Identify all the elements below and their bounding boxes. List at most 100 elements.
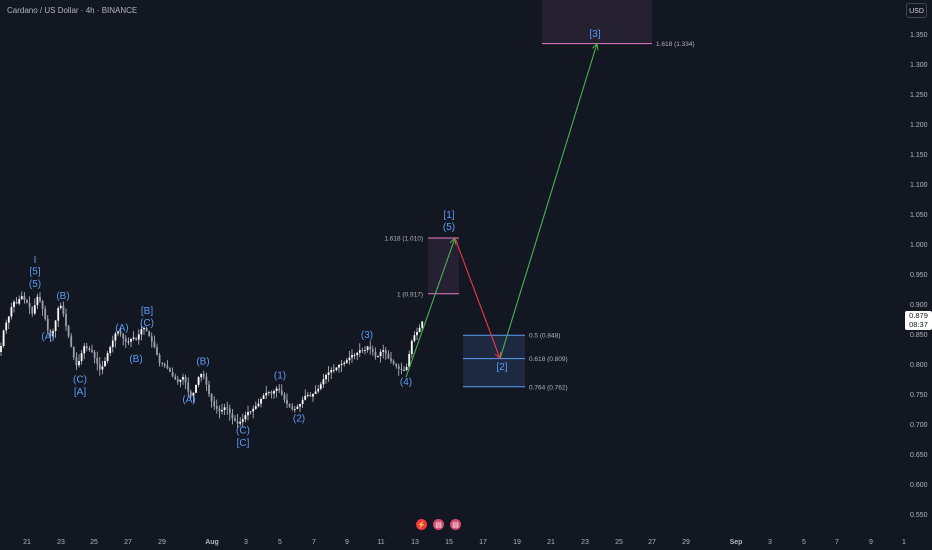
candle-body: [267, 391, 270, 393]
x-tick-label: 29: [158, 539, 166, 546]
candle-body: [156, 347, 158, 355]
candle-body: [0, 346, 2, 352]
calendar-icon[interactable]: ▤: [450, 519, 461, 530]
x-tick-label: 7: [312, 539, 316, 546]
x-tick-label: 3: [244, 539, 248, 546]
candle-body: [78, 361, 80, 366]
candle-body: [382, 350, 385, 352]
candle-body: [189, 391, 192, 397]
candle-body: [124, 338, 127, 342]
y-tick-label: 1.050: [910, 212, 928, 219]
y-tick-label: 1.150: [910, 152, 928, 159]
candle-body: [330, 370, 333, 373]
projection-arrow: [405, 238, 455, 378]
candle-body: [130, 339, 132, 342]
x-tick-label: 5: [278, 539, 282, 546]
candle-body: [208, 384, 210, 394]
x-tick-label: 5: [802, 539, 806, 546]
candle-body: [49, 330, 52, 337]
candle-body: [397, 366, 400, 369]
wave-label: (A): [41, 331, 54, 342]
x-tick-label: 27: [648, 539, 656, 546]
candle-body: [408, 354, 411, 367]
candle-body: [416, 332, 418, 336]
candle-body: [213, 401, 216, 407]
candle-body: [374, 351, 377, 357]
candle-body: [98, 363, 101, 370]
candle-body: [239, 421, 242, 424]
fib-levels: 1.618 (1.010) 1 (0.917) 0.5 (0.848) 0.618 (…: [384, 41, 694, 391]
chart-title: Cardano / US Dollar · 4h · BINANCE: [7, 6, 138, 15]
price-axis[interactable]: 0.550 0.600 0.650 0.700 0.750 0.800 0.850 0.900…: [910, 32, 928, 519]
candle-body: [325, 375, 327, 380]
candle-body: [288, 404, 291, 407]
candle-body: [2, 330, 5, 346]
lightning-icon[interactable]: ⚡: [416, 519, 427, 530]
candle-body: [161, 362, 164, 364]
candle-body: [111, 340, 114, 348]
candle-body: [262, 395, 265, 399]
candle-body: [75, 357, 78, 366]
y-tick-label: 0.550: [910, 512, 928, 519]
wave-label: I: [34, 255, 37, 266]
x-tick-label: 13: [411, 539, 419, 546]
candle-body: [345, 360, 348, 363]
candle-body: [244, 415, 247, 420]
currency-button[interactable]: USD: [906, 3, 927, 18]
time-axis[interactable]: 21 23 25 27 29 Aug 3 5 7 9 11 13 15 17 19 21 23 25 27 29 Sep…: [23, 539, 906, 546]
wave-label: [1]: [443, 210, 454, 221]
y-tick-label: 0.700: [910, 422, 928, 429]
candle-body: [119, 331, 122, 334]
candle-body: [202, 373, 205, 377]
candle-body: [392, 361, 395, 364]
candle-body: [33, 305, 36, 314]
candle-body: [301, 399, 304, 404]
candle-body: [182, 377, 184, 380]
candle-body: [101, 366, 104, 370]
candle-body: [72, 346, 75, 358]
x-tick-label: 9: [869, 539, 873, 546]
candle-body: [109, 347, 112, 354]
wave-label: (A): [115, 323, 128, 334]
candle-body: [361, 350, 364, 351]
candle-body: [140, 329, 143, 335]
candle-body: [59, 305, 62, 308]
candle-body: [291, 406, 294, 409]
wave-label: (2): [293, 414, 305, 425]
candle-body: [176, 379, 179, 382]
candle-body: [293, 409, 296, 410]
candle-body: [106, 353, 109, 361]
calendar-icon[interactable]: ▤: [433, 519, 444, 530]
candle-body: [91, 350, 93, 352]
candle-body: [205, 376, 208, 385]
y-tick-label: 0.650: [910, 452, 928, 459]
candle-body: [366, 346, 369, 350]
wave-label: [2]: [496, 362, 507, 373]
projection-arrow: [499, 44, 597, 359]
x-tick-label: 7: [835, 539, 839, 546]
x-tick-label: Sep: [730, 539, 743, 546]
x-tick-label: 25: [615, 539, 623, 546]
x-tick-label: 29: [682, 539, 690, 546]
x-tick-label: 19: [513, 539, 521, 546]
candle-body: [62, 305, 65, 314]
candle-body: [418, 327, 421, 332]
candle-body: [270, 391, 273, 394]
candle-body: [247, 412, 249, 416]
candle-body: [195, 385, 197, 393]
candle-body: [122, 333, 125, 339]
candle-body: [85, 346, 88, 349]
x-tick-label: 25: [90, 539, 98, 546]
candle-body: [26, 300, 28, 303]
candle-body: [169, 368, 171, 372]
candle-body: [36, 296, 39, 306]
candle-body: [369, 346, 372, 350]
candle-body: [41, 301, 44, 309]
x-tick-label: 15: [445, 539, 453, 546]
candle-body: [343, 362, 346, 364]
wave-labels: I[5](5)(B)(A)(C)[A][B](C)(A)(B) (B)(A)(C)…: [29, 29, 601, 449]
x-tick-label: Aug: [205, 539, 219, 546]
candle-body: [96, 357, 99, 364]
candle-body: [28, 303, 31, 308]
